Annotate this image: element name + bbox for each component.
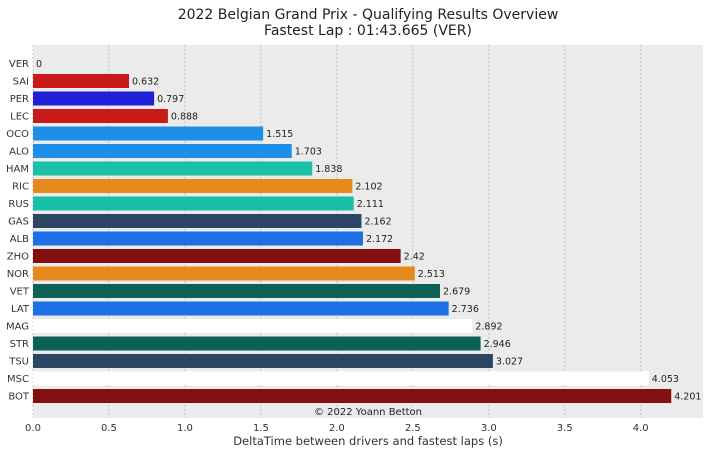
value-label: 4.053: [652, 374, 679, 385]
x-tick-label: 4.0: [633, 423, 649, 434]
x-tick-label: 3.5: [557, 423, 573, 434]
driver-label: NOR: [7, 269, 29, 280]
value-label: 2.162: [364, 217, 391, 228]
value-label: 2.736: [452, 304, 479, 315]
bar-gas: [33, 214, 362, 228]
bar-ric: [33, 179, 353, 193]
bar-per: [33, 91, 155, 106]
x-tick-label: 1.5: [253, 423, 269, 434]
driver-label: OCO: [6, 129, 29, 140]
credit-text: © 2022 Yoann Betton: [314, 407, 422, 418]
value-label: 2.892: [475, 322, 502, 333]
bar-lat: [33, 301, 449, 316]
driver-label: LEC: [10, 112, 29, 123]
value-label: 0: [36, 59, 42, 70]
bar-rus: [33, 196, 354, 211]
driver-label: PER: [10, 94, 29, 105]
x-tick-label: 2.5: [405, 423, 421, 434]
x-tick-label: 2.0: [329, 423, 345, 434]
driver-label: ALB: [10, 234, 29, 245]
value-label: 0.797: [157, 94, 184, 105]
x-tick-labels: 0.0 0.5 1.0 1.5 2.0 2.5 3.0 3.5 4.0: [25, 423, 649, 434]
value-label: 2.513: [418, 269, 445, 280]
x-tick-label: 0.5: [101, 423, 117, 434]
driver-label: VET: [10, 287, 30, 298]
driver-label: STR: [10, 339, 29, 350]
driver-label: MAG: [6, 322, 29, 333]
value-label: 1.515: [266, 129, 293, 140]
value-label: 1.703: [295, 147, 322, 158]
bar-tsu: [33, 354, 493, 368]
driver-label: HAM: [6, 164, 29, 175]
x-tick-label: 3.0: [481, 423, 497, 434]
value-label: 4.201: [674, 392, 701, 403]
value-label: 2.679: [443, 287, 470, 298]
chart-subtitle: Fastest Lap : 01:43.665 (VER): [264, 23, 472, 39]
bar-vet: [33, 284, 441, 298]
driver-label: MSC: [7, 374, 29, 385]
driver-label: GAS: [8, 217, 29, 228]
chart-title: 2022 Belgian Grand Prix - Qualifying Res…: [178, 7, 559, 23]
bar-nor: [33, 266, 415, 281]
driver-label: ZHO: [7, 252, 29, 263]
driver-label: BOT: [8, 392, 30, 403]
driver-label: VER: [9, 59, 29, 70]
bar-str: [33, 336, 481, 351]
bars: [33, 74, 672, 403]
bar-mag: [33, 319, 473, 333]
x-tick-label: 0.0: [25, 423, 41, 434]
value-label: 0.632: [132, 77, 159, 88]
driver-label: SAI: [13, 77, 29, 88]
bar-bot: [33, 389, 672, 403]
driver-labels: VER SAI PER LEC OCO ALO HAM RIC RUS GAS ALB ZHO NOR V…: [6, 59, 30, 403]
bar-alo: [33, 144, 292, 158]
driver-label: RUS: [8, 199, 29, 210]
value-label: 2.42: [404, 252, 425, 263]
bar-oco: [33, 126, 264, 141]
bar-lec: [33, 109, 168, 123]
value-label: 2.172: [366, 234, 393, 245]
bar-sai: [33, 74, 130, 88]
driver-label: RIC: [12, 182, 29, 193]
value-label: 2.946: [484, 339, 511, 350]
bar-zho: [33, 249, 401, 263]
value-label: 2.102: [355, 182, 382, 193]
driver-label: TSU: [8, 357, 29, 368]
bar-alb: [33, 231, 363, 246]
bar-ham: [33, 161, 313, 176]
driver-label: LAT: [11, 304, 30, 315]
value-label: 2.111: [357, 199, 384, 210]
value-label: 1.838: [315, 164, 342, 175]
bar-msc: [33, 371, 649, 386]
x-axis-label: DeltaTime between drivers and fastest la…: [233, 434, 503, 448]
value-label: 0.888: [171, 112, 198, 123]
x-tick-label: 1.0: [177, 423, 193, 434]
driver-label: ALO: [9, 147, 29, 158]
value-label: 3.027: [496, 357, 523, 368]
